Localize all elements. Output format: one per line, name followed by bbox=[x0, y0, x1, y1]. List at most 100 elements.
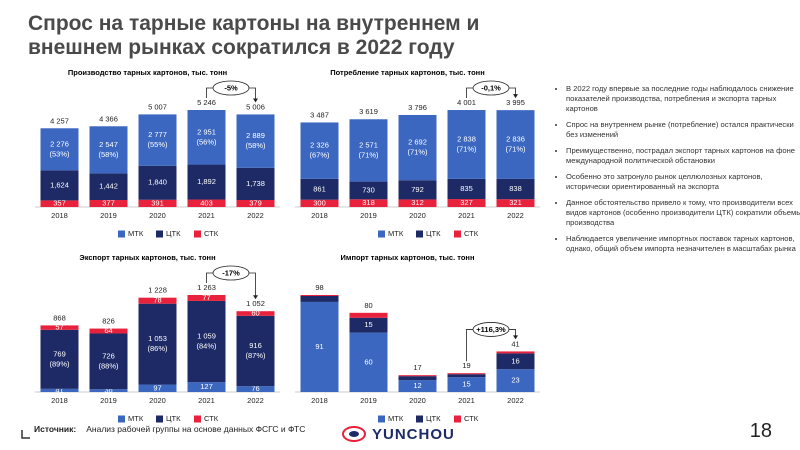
share-label: (84%) bbox=[196, 342, 217, 351]
bar-segment bbox=[40, 128, 79, 171]
source-label: Источник: bbox=[34, 424, 77, 434]
bar-segment bbox=[496, 351, 535, 354]
value-label: 41 bbox=[55, 385, 63, 394]
value-label: 127 bbox=[200, 382, 213, 391]
legend-label: ЦТК bbox=[426, 229, 441, 238]
legend-swatch bbox=[454, 415, 461, 423]
bar-segment bbox=[398, 114, 437, 181]
x-tick-label: 2020 bbox=[409, 211, 426, 220]
legend-swatch bbox=[454, 230, 461, 238]
value-label: 730 bbox=[362, 185, 375, 194]
legend-label: МТК bbox=[128, 414, 144, 423]
value-label: 36 bbox=[104, 386, 112, 395]
x-tick-label: 2020 bbox=[149, 396, 166, 405]
x-tick-label: 2019 bbox=[360, 396, 377, 405]
share-label: (67%) bbox=[309, 151, 330, 160]
logo-icon-core bbox=[349, 431, 359, 437]
x-tick-label: 2018 bbox=[51, 211, 68, 220]
total-label: 5 246 bbox=[197, 98, 216, 107]
annotation-arrowhead bbox=[253, 295, 258, 300]
value-label: 769 bbox=[53, 349, 66, 358]
total-label: 19 bbox=[462, 361, 470, 370]
bullet: Особенно это затронуло рынок целлюлозных… bbox=[566, 172, 800, 192]
bar-segment bbox=[187, 300, 226, 383]
bar-segment bbox=[89, 126, 128, 174]
value-label: 2 838 bbox=[457, 134, 476, 143]
logo-icon bbox=[342, 426, 366, 442]
bullet: Спрос на внутреннем рынке (потребление) … bbox=[566, 120, 800, 140]
value-label: 1,624 bbox=[50, 180, 69, 189]
logo-text: YUNCHOU bbox=[372, 426, 455, 443]
value-label: 2 276 bbox=[50, 139, 69, 148]
value-label: 861 bbox=[313, 184, 326, 193]
value-label: 77 bbox=[202, 293, 210, 302]
bar-segment bbox=[300, 122, 339, 179]
annotation-bubble bbox=[472, 80, 510, 96]
share-label: (71%) bbox=[456, 144, 477, 153]
bar-segment bbox=[187, 382, 226, 392]
chart-title: Импорт тарных картонов, тыс. тонн bbox=[341, 253, 475, 262]
chart-title: Производство тарных картонов, тыс. тонн bbox=[68, 68, 227, 77]
bar-segment bbox=[398, 180, 437, 200]
x-tick-label: 2018 bbox=[311, 211, 328, 220]
value-label: 16 bbox=[511, 356, 519, 365]
bar-segment bbox=[496, 369, 535, 392]
bar-segment bbox=[300, 295, 339, 296]
bar-segment bbox=[398, 376, 437, 381]
legend-label: ЦТК bbox=[166, 414, 181, 423]
bullet-list: В 2022 году впервые за последние годы на… bbox=[552, 84, 800, 260]
bar-segment bbox=[236, 199, 275, 207]
value-label: 2 889 bbox=[246, 131, 265, 140]
value-label: 15 bbox=[462, 380, 470, 389]
value-label: 91 bbox=[315, 342, 323, 351]
value-label: 835 bbox=[460, 184, 473, 193]
slide-title: Спрос на тарные картоны на внутреннем и … bbox=[28, 12, 480, 59]
bar-segment bbox=[398, 380, 437, 392]
bullet: Наблюдается увеличение импортных поставо… bbox=[566, 234, 800, 254]
value-label: 23 bbox=[511, 376, 519, 385]
bar-segment bbox=[89, 328, 128, 334]
total-label: 3 487 bbox=[310, 110, 329, 119]
value-label: 64 bbox=[104, 326, 112, 335]
annotation-arrowhead bbox=[253, 98, 258, 103]
bar-segment bbox=[300, 301, 339, 392]
annotation: -5% bbox=[224, 83, 238, 92]
bar-segment bbox=[236, 114, 275, 168]
value-label: 2 836 bbox=[506, 135, 525, 144]
value-label: 1,840 bbox=[148, 178, 167, 187]
bar-segment bbox=[40, 170, 79, 201]
annotation: +116,3% bbox=[476, 325, 506, 334]
total-label: 3 995 bbox=[506, 98, 525, 107]
bar-segment bbox=[138, 297, 177, 304]
bar-segment bbox=[138, 165, 177, 200]
x-tick-label: 2018 bbox=[311, 396, 328, 405]
value-label: 2 326 bbox=[310, 141, 329, 150]
total-label: 80 bbox=[364, 301, 372, 310]
bar-segment bbox=[40, 200, 79, 207]
legend-swatch bbox=[416, 230, 423, 238]
bullet: Преимущественно, пострадал экспорт тарны… bbox=[566, 146, 800, 166]
bullet: Данное обстоятельство привело к тому, чт… bbox=[566, 198, 800, 228]
legend-swatch bbox=[156, 230, 163, 238]
value-label: 357 bbox=[53, 199, 66, 208]
x-tick-label: 2020 bbox=[149, 211, 166, 220]
value-label: 726 bbox=[102, 351, 115, 360]
bar-segment bbox=[236, 167, 275, 200]
bar-segment bbox=[40, 388, 79, 392]
share-label: (71%) bbox=[505, 145, 526, 154]
bar-segment bbox=[40, 329, 79, 389]
bar-segment bbox=[349, 332, 388, 392]
bar-segment bbox=[89, 389, 128, 392]
x-tick-label: 2018 bbox=[51, 396, 68, 405]
legend-label: ЦТК bbox=[426, 414, 441, 423]
x-tick-label: 2020 bbox=[409, 396, 426, 405]
value-label: 403 bbox=[200, 198, 213, 207]
value-label: 318 bbox=[362, 198, 375, 207]
legend-swatch bbox=[118, 230, 125, 238]
value-label: 327 bbox=[460, 198, 473, 207]
total-label: 98 bbox=[315, 283, 323, 292]
value-label: 76 bbox=[251, 384, 259, 393]
x-tick-label: 2021 bbox=[198, 396, 215, 405]
